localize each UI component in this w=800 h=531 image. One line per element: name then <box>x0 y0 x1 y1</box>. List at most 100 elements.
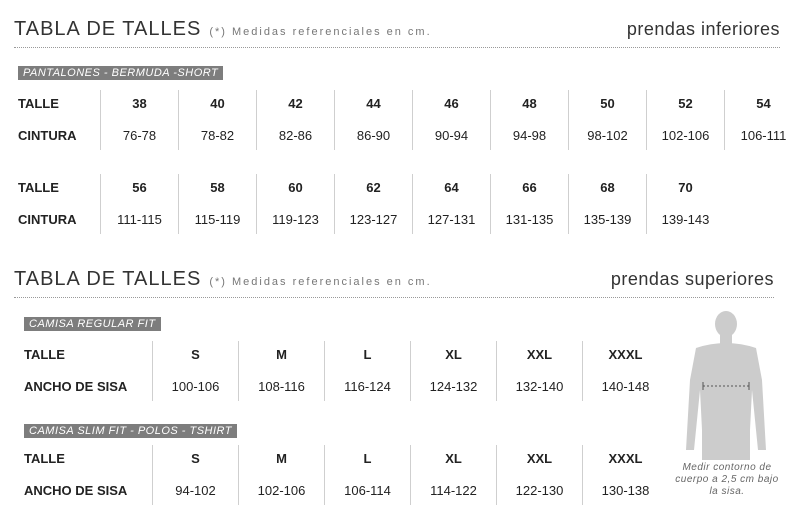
section-note: (*) Medidas referenciales en cm. <box>209 26 432 38</box>
pants-size-table-1: TALLE CINTURA 38 76-78 40 78-82 42 82-86 44 86-90… <box>18 88 800 152</box>
column-divider <box>100 90 101 150</box>
size-column: XL 114-122 <box>411 443 496 507</box>
measure-value: 132-140 <box>515 379 564 394</box>
column-divider <box>724 90 725 150</box>
measure-value: 135-139 <box>583 212 632 227</box>
size-label: XXL <box>526 451 553 466</box>
column-divider <box>490 174 491 234</box>
torso-silhouette-icon <box>686 311 766 460</box>
size-label: XXL <box>526 347 553 362</box>
measure-value: 100-106 <box>171 379 220 394</box>
size-label: 70 <box>678 180 693 195</box>
column-divider <box>646 90 647 150</box>
divider <box>14 297 774 298</box>
measure-value: 82-86 <box>278 128 313 143</box>
measure-value: 116-124 <box>344 379 391 394</box>
size-label: 42 <box>288 96 303 111</box>
measure-value: 139-143 <box>661 212 710 227</box>
shirt-regular-size-table: TALLE ANCHO DE SISA S 100-106 M 108-116 L 116-1… <box>24 339 668 403</box>
row-label-measure: ANCHO DE SISA <box>24 379 128 394</box>
measure-value: 127-131 <box>427 212 476 227</box>
size-grid: TALLE CINTURA 38 76-78 40 78-82 42 82-86 44 86-90… <box>18 88 800 152</box>
divider <box>14 47 780 48</box>
column-divider <box>412 90 413 150</box>
size-column: M 102-106 <box>239 443 324 507</box>
column-divider <box>238 445 239 505</box>
column-divider <box>324 445 325 505</box>
size-column: XXXL 140-148 <box>583 339 668 403</box>
size-column: S 94-102 <box>153 443 238 507</box>
size-label: 66 <box>522 180 537 195</box>
size-label: 50 <box>600 96 615 111</box>
measure-value: 131-135 <box>505 212 554 227</box>
row-label-talle: TALLE <box>24 347 65 362</box>
header-inferiores: TABLA DE TALLES (*) Medidas referenciale… <box>14 18 780 41</box>
size-column: 38 76-78 <box>101 88 178 152</box>
measure-value: 130-138 <box>601 483 650 498</box>
category-tag: CAMISA REGULAR FIT <box>24 317 161 331</box>
column-divider <box>178 174 179 234</box>
shirt-slim-size-table: TALLE ANCHO DE SISA S 94-102 M 102-106 L 106-11… <box>24 443 668 507</box>
size-label: 56 <box>132 180 147 195</box>
measure-value: 123-127 <box>349 212 398 227</box>
size-column: 42 82-86 <box>257 88 334 152</box>
size-column: 58 115-119 <box>179 172 256 236</box>
row-labels: TALLE ANCHO DE SISA <box>24 339 152 403</box>
size-column: XXXL 130-138 <box>583 443 668 507</box>
size-label: 38 <box>132 96 147 111</box>
measure-value: 140-148 <box>601 379 650 394</box>
measure-value: 108-116 <box>258 379 305 394</box>
section-title: TABLA DE TALLES <box>14 18 202 40</box>
size-column: 44 86-90 <box>335 88 412 152</box>
size-grid: TALLE ANCHO DE SISA S 100-106 M 108-116 L 116-1… <box>24 339 668 403</box>
size-label: 52 <box>678 96 693 111</box>
size-label: 46 <box>444 96 459 111</box>
size-column: L 106-114 <box>325 443 410 507</box>
measure-value: 122-130 <box>515 483 564 498</box>
size-grid: TALLE CINTURA 56 111-115 58 115-119 60 119-123 6… <box>18 172 724 236</box>
column-divider <box>646 174 647 234</box>
measure-value: 86-90 <box>356 128 391 143</box>
row-label-talle: TALLE <box>18 180 59 195</box>
section-note: (*) Medidas referenciales en cm. <box>209 276 432 288</box>
size-column: 50 98-102 <box>569 88 646 152</box>
size-label: XL <box>445 347 462 362</box>
size-label: S <box>191 347 200 362</box>
section-category: prendas inferiores <box>626 19 780 39</box>
size-column: 54 106-111 <box>725 88 800 152</box>
measure-value: 102-106 <box>257 483 306 498</box>
size-column: 60 119-123 <box>257 172 334 236</box>
size-column: 68 135-139 <box>569 172 646 236</box>
column-divider <box>334 174 335 234</box>
category-tag: PANTALONES - BERMUDA -SHORT <box>18 66 224 80</box>
size-label: 60 <box>288 180 303 195</box>
size-grid: TALLE ANCHO DE SISA S 94-102 M 102-106 L 106-11… <box>24 443 668 507</box>
size-label: 68 <box>600 180 615 195</box>
measure-value: 115-119 <box>194 212 241 227</box>
column-divider <box>582 445 583 505</box>
measure-value: 76-78 <box>122 128 157 143</box>
size-column: 52 102-106 <box>647 88 724 152</box>
size-label: 58 <box>210 180 225 195</box>
column-divider <box>410 445 411 505</box>
size-label: XXXL <box>608 347 643 362</box>
column-divider <box>178 90 179 150</box>
column-divider <box>568 90 569 150</box>
size-label: XL <box>445 451 462 466</box>
size-column: XXL 122-130 <box>497 443 582 507</box>
row-label-measure: CINTURA <box>18 128 77 143</box>
size-label: L <box>363 451 372 466</box>
size-label: 48 <box>522 96 537 111</box>
column-divider <box>152 445 153 505</box>
row-label-measure: CINTURA <box>18 212 77 227</box>
size-column: XXL 132-140 <box>497 339 582 403</box>
section-title: TABLA DE TALLES <box>14 268 202 290</box>
row-label-talle: TALLE <box>18 96 59 111</box>
category-tag: CAMISA SLIM FIT - POLOS - TSHIRT <box>24 424 238 438</box>
size-label: 54 <box>756 96 771 111</box>
size-column: 70 139-143 <box>647 172 724 236</box>
measure-value: 111-115 <box>117 212 162 227</box>
size-column: 62 123-127 <box>335 172 412 236</box>
size-label: 64 <box>444 180 459 195</box>
column-divider <box>568 174 569 234</box>
